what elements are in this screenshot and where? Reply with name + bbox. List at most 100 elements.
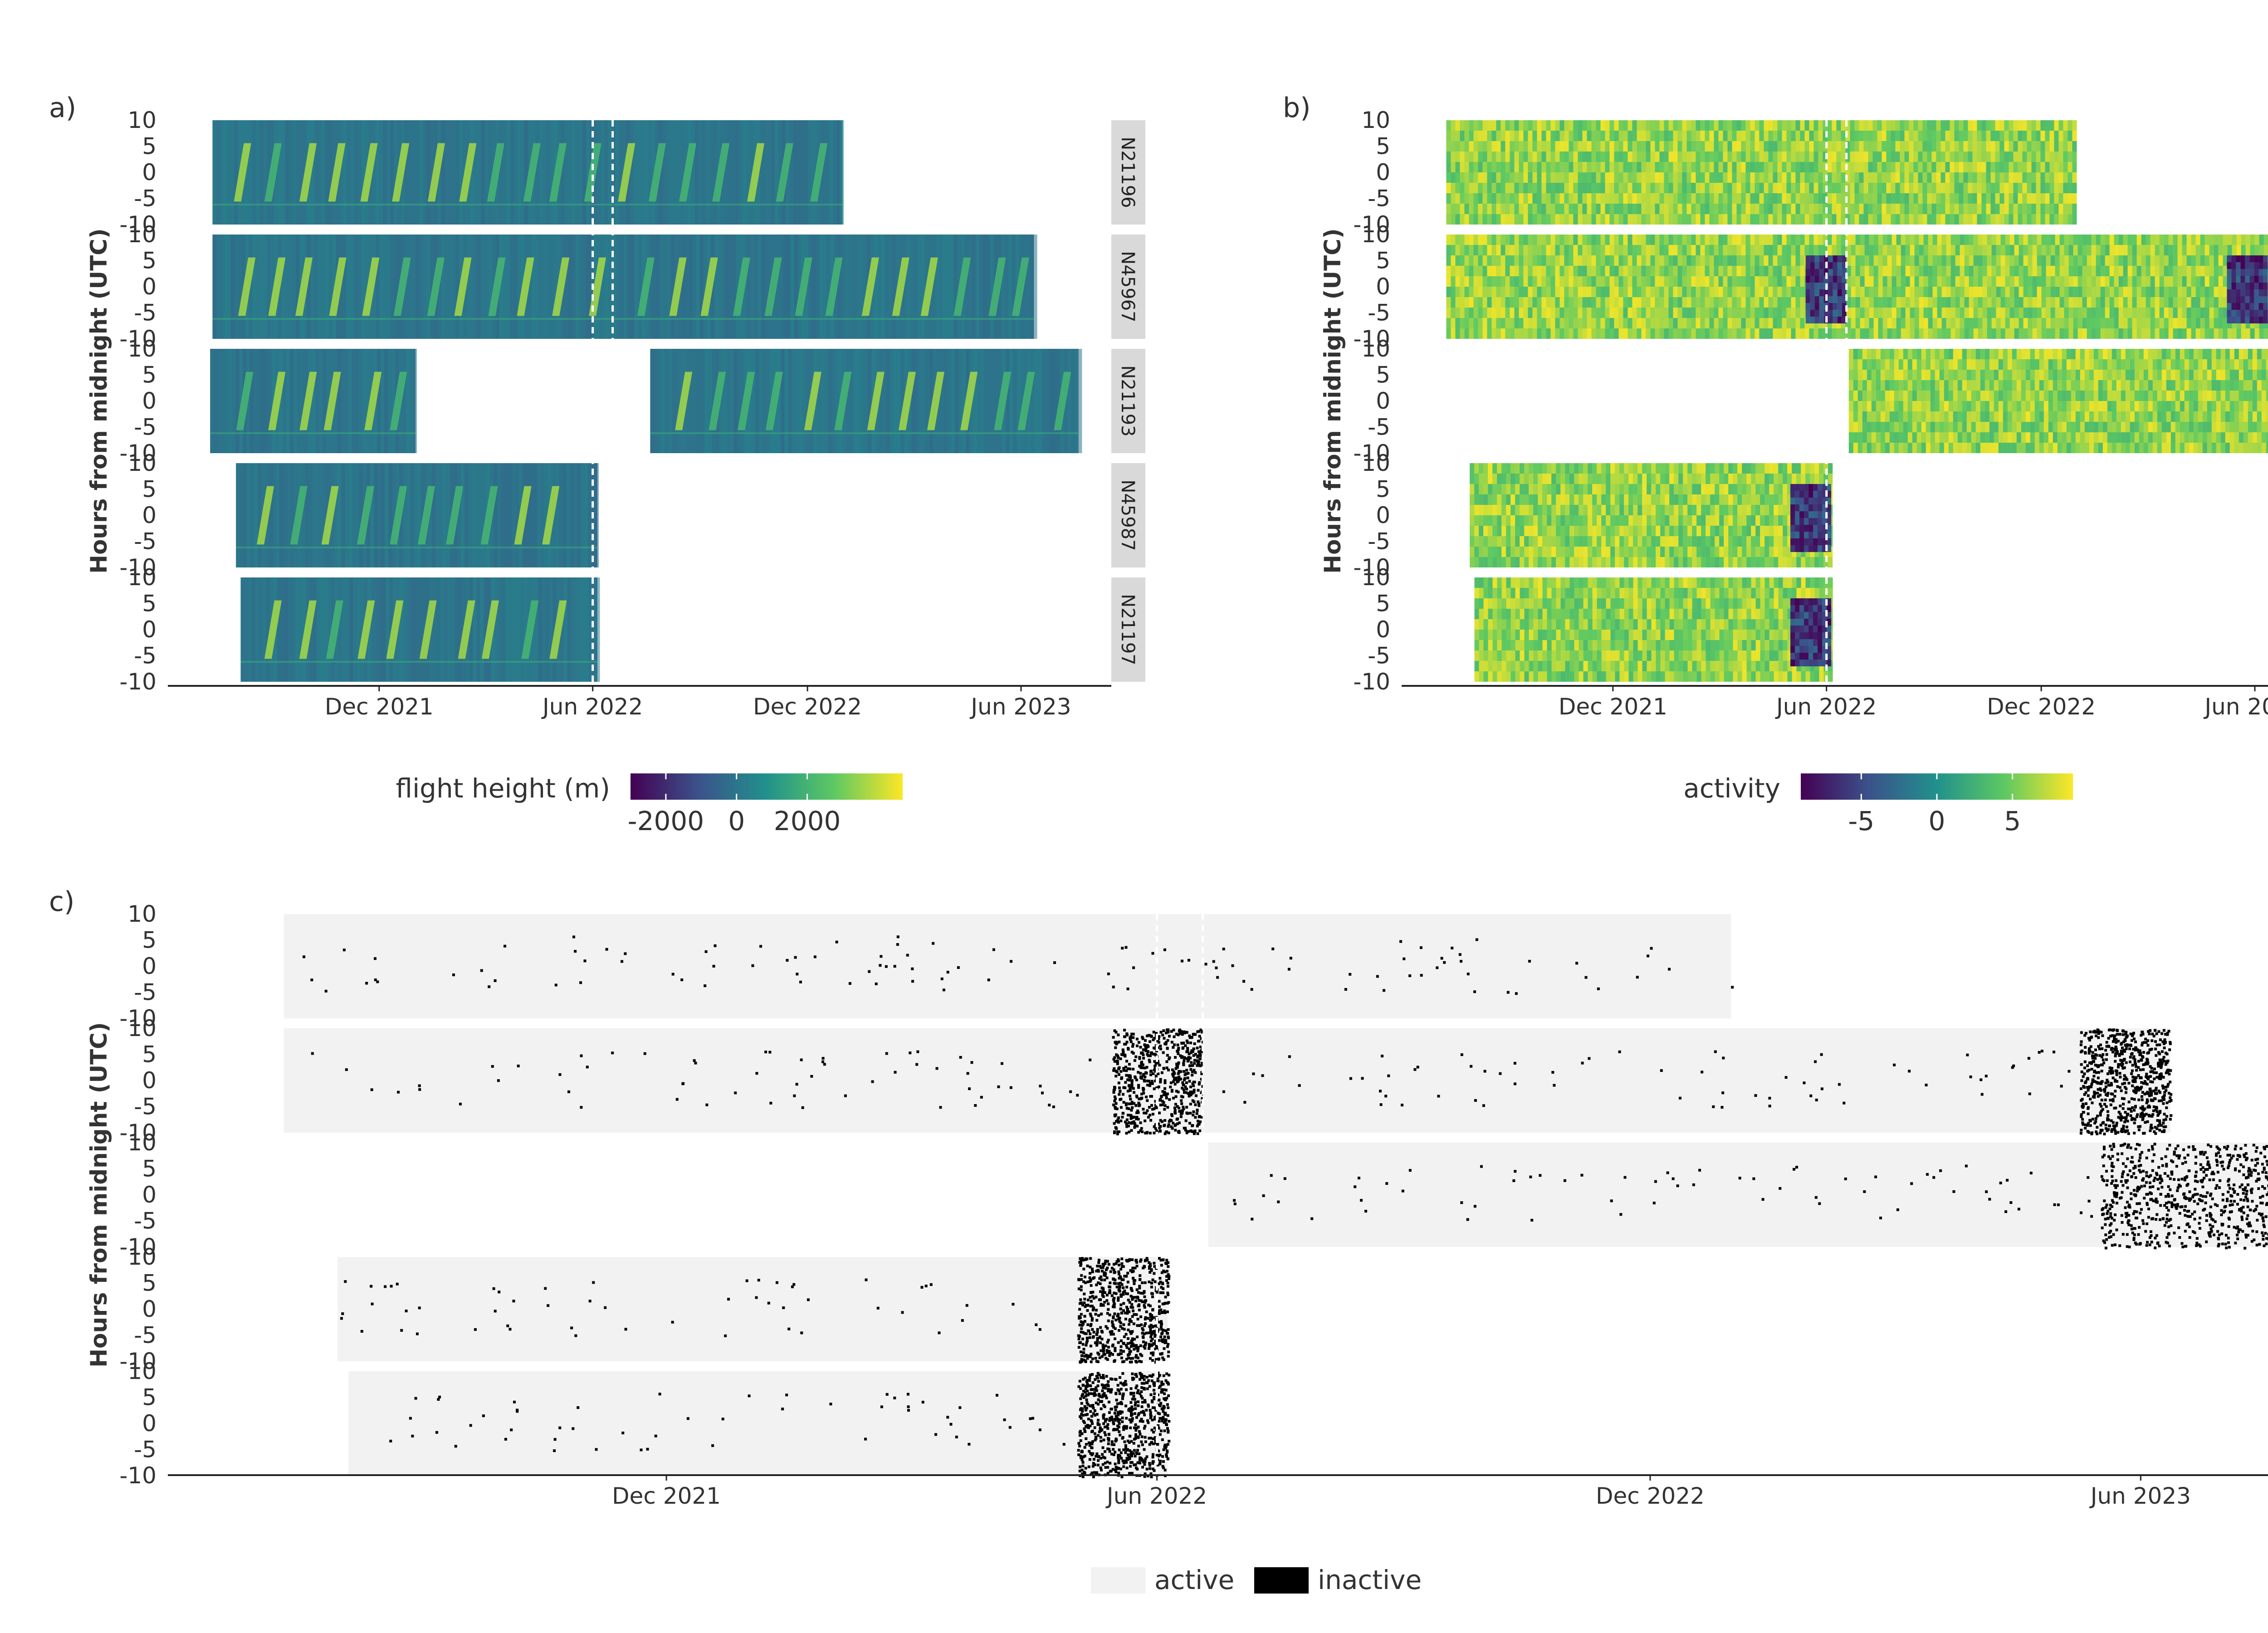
heatmap-cell [1628, 318, 1633, 328]
heatmap-cell [2218, 266, 2223, 276]
heatmap-cell [1995, 214, 2000, 225]
heatmap-cell [1519, 141, 1524, 152]
heatmap-cell [2075, 380, 2080, 391]
heatmap-cell [1618, 183, 1623, 193]
heatmap-cell [1519, 193, 1524, 204]
heatmap-cell [2063, 214, 2068, 225]
heatmap-cell [1836, 204, 1841, 214]
heatmap-cell [1505, 152, 1510, 162]
heatmap-cell [1877, 131, 1882, 141]
heatmap-cell [2005, 308, 2010, 318]
flight-band [589, 257, 606, 316]
heatmap-cell [2089, 411, 2094, 422]
heatmap-cell [1587, 162, 1592, 172]
heatmap-cell [2021, 391, 2026, 401]
heatmap-cell [2055, 308, 2060, 318]
heatmap-cell [1928, 266, 1933, 276]
heatmap-cell [1851, 308, 1856, 318]
heatmap-column [408, 120, 412, 225]
heatmap-cell [1555, 183, 1560, 193]
heatmap-cell [1764, 235, 1769, 245]
heatmap-cell [2016, 401, 2021, 411]
heatmap-cell [1918, 172, 1923, 183]
heatmap-cell [1898, 411, 1903, 422]
heatmap-cell [1705, 235, 1710, 245]
heatmap-cell [1659, 193, 1664, 204]
heatmap-column [479, 463, 483, 567]
heatmap-cell [1655, 120, 1660, 131]
heatmap-column [252, 235, 256, 339]
heatmap-cell [1818, 172, 1823, 183]
heatmap-cell [1862, 443, 1867, 453]
heatmap-cell-dark [1810, 269, 1815, 276]
heatmap-column [668, 349, 672, 453]
heatmap-column [752, 349, 756, 453]
heatmap-cell [1990, 120, 1995, 131]
heatmap-cell [2066, 349, 2071, 359]
facet-strip-label: N45967 [1117, 251, 1138, 322]
heatmap-column [831, 349, 836, 453]
heatmap-cell-dark [2245, 310, 2250, 317]
heatmap-cell [1931, 131, 1936, 141]
heatmap-cell [1741, 235, 1746, 245]
heatmap-cell [1686, 328, 1691, 339]
heatmap-cell [2245, 235, 2250, 245]
heatmap-cell [1482, 193, 1487, 204]
heatmap-cell [2064, 308, 2069, 318]
heatmap-cell-dark [1819, 296, 1824, 303]
heatmap-column [357, 577, 361, 682]
heatmap-cell [2005, 318, 2010, 328]
heatmap-cell [1923, 266, 1928, 276]
heatmap-cell [1546, 308, 1551, 318]
heatmap-cell [1691, 131, 1696, 141]
heatmap-cell [1960, 297, 1965, 308]
heatmap-cell [2016, 380, 2021, 391]
heatmap-cell [1628, 266, 1633, 276]
heatmap-cell [1931, 162, 1936, 172]
heatmap-cell [1910, 308, 1915, 318]
heatmap-cell [2014, 308, 2019, 318]
heatmap-cell [1446, 276, 1451, 287]
heatmap-cell [1994, 359, 1999, 370]
heatmap-cell [2025, 370, 2030, 380]
heatmap-cell [1932, 308, 1937, 318]
heatmap-cell [1478, 266, 1483, 276]
heatmap-cell-dark [1828, 255, 1833, 262]
heatmap-cell [1878, 287, 1883, 297]
heatmap-cell [2062, 401, 2067, 411]
heatmap-cell [1827, 235, 1832, 245]
heatmap-cell [1895, 214, 1900, 225]
heatmap-cell [1482, 297, 1487, 308]
heatmap-cell [1482, 131, 1487, 141]
heatmap-cell [2004, 152, 2009, 162]
heatmap-cell [1464, 214, 1469, 225]
heatmap-cell [1989, 432, 1994, 443]
heatmap-cell [1973, 235, 1978, 245]
heatmap-column [578, 577, 582, 682]
heatmap-cell [1478, 318, 1483, 328]
heatmap-cell [1741, 131, 1746, 141]
heatmap-column [882, 349, 886, 453]
heatmap-cell-dark [2249, 317, 2254, 323]
heatmap-cell [1971, 391, 1976, 401]
heatmap-cell [1623, 255, 1628, 266]
heatmap-column [566, 463, 570, 567]
heatmap-cell [1460, 183, 1465, 193]
heatmap-cell [1892, 276, 1897, 287]
heatmap-cell [1469, 328, 1474, 339]
heatmap-cell [1963, 183, 1968, 193]
heatmap-cell [2043, 443, 2048, 453]
heatmap-column [714, 235, 718, 339]
heatmap-cell [1537, 152, 1542, 162]
heatmap-cell [1936, 193, 1941, 204]
heatmap-cell [1750, 183, 1755, 193]
heatmap-cell [2031, 120, 2036, 131]
heatmap-cell [1764, 120, 1769, 131]
heatmap-cell [1886, 141, 1891, 152]
heatmap-cell [1768, 328, 1773, 339]
heatmap-cell-dark [2249, 269, 2254, 276]
heatmap-cell-dark [2240, 303, 2245, 310]
heatmap-cell [1887, 255, 1892, 266]
heatmap-cell-dark [2240, 317, 2245, 323]
heatmap-cell [2191, 287, 2196, 297]
